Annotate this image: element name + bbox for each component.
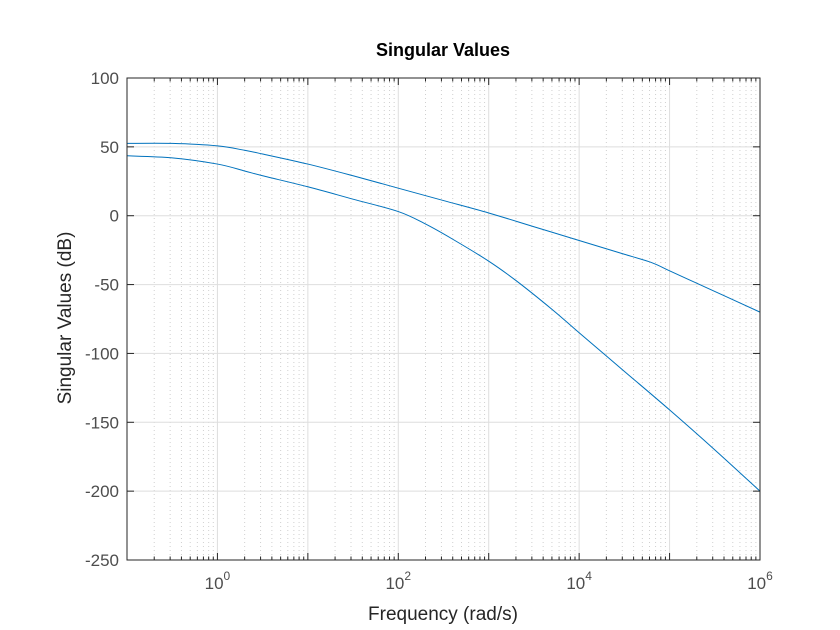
y-tick-label: 100 — [91, 69, 119, 88]
y-tick-label: -250 — [85, 551, 119, 570]
x-tick-exponent: 2 — [404, 569, 411, 583]
x-tick-base: 10 — [747, 574, 766, 593]
y-tick-label: -150 — [85, 413, 119, 432]
x-tick-base: 10 — [566, 574, 585, 593]
tick-marks — [126, 77, 761, 561]
x-tick-label: 106 — [747, 569, 773, 593]
x-tick-base: 10 — [385, 574, 404, 593]
x-tick-labels: 100 102 104 106 — [205, 569, 773, 593]
series-layer — [126, 142, 761, 492]
x-tick-exponent: 4 — [585, 569, 592, 583]
y-tick-labels: 100 50 0 -50 -100 -150 -200 -250 — [85, 69, 119, 570]
y-tick-label: 0 — [110, 207, 119, 226]
chart-title: Singular Values — [376, 40, 510, 60]
x-tick-exponent: 0 — [224, 569, 231, 583]
y-axis-label: Singular Values (dB) — [55, 232, 76, 405]
series-line-sigma_min — [126, 155, 761, 492]
x-tick-label: 104 — [566, 569, 592, 593]
x-tick-label: 100 — [205, 569, 231, 593]
y-tick-label: -200 — [85, 482, 119, 501]
x-tick-base: 10 — [205, 574, 224, 593]
x-axis-label: Frequency (rad/s) — [368, 604, 518, 625]
plot-area — [127, 78, 760, 560]
minor-grid — [153, 78, 757, 560]
y-tick-label: 50 — [100, 138, 119, 157]
x-tick-label: 102 — [385, 569, 411, 593]
series-line-sigma_max — [126, 142, 761, 313]
x-tick-exponent: 6 — [766, 569, 773, 583]
y-tick-label: -50 — [94, 276, 119, 295]
y-tick-label: -100 — [85, 344, 119, 363]
plot-frame — [126, 77, 761, 561]
